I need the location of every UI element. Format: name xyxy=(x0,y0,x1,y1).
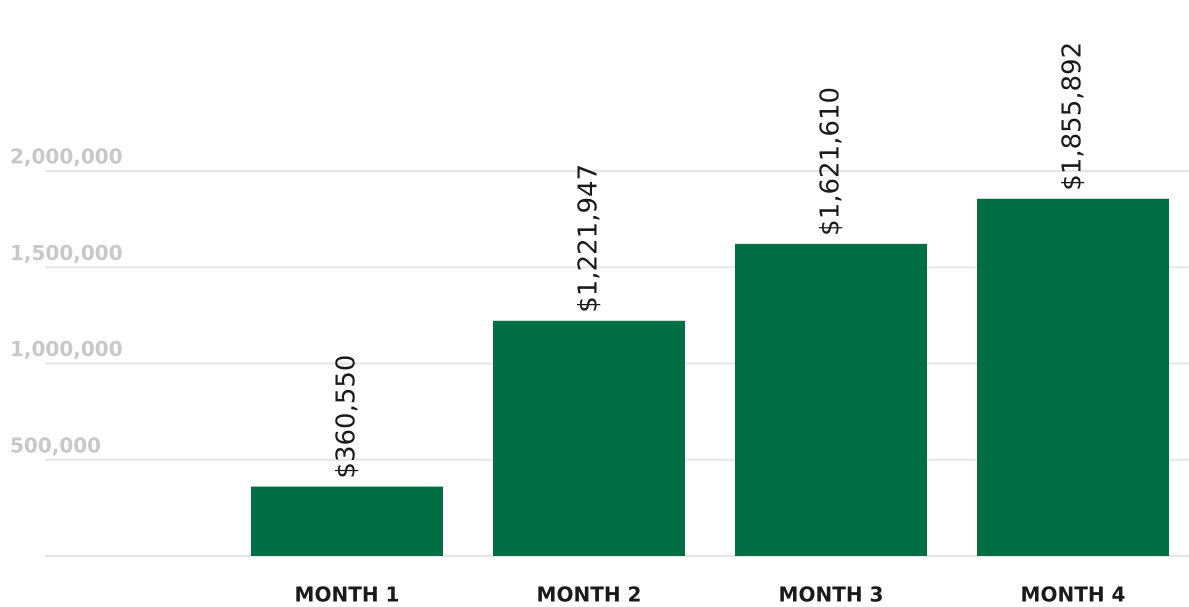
value-label: $360,550 xyxy=(332,355,362,479)
x-tick-label: MONTH 3 xyxy=(779,583,884,607)
bar xyxy=(977,198,1169,556)
y-tick-label: 1,500,000 xyxy=(10,241,123,265)
x-tick-label: MONTH 1 xyxy=(295,583,400,607)
value-label: $1,621,610 xyxy=(816,87,846,236)
y-tick-label: 1,000,000 xyxy=(10,337,123,361)
value-label: $1,221,947 xyxy=(574,164,604,313)
x-tick-label: MONTH 2 xyxy=(537,583,642,607)
bar xyxy=(735,243,927,556)
y-tick-label: 2,000,000 xyxy=(10,145,123,169)
y-tick-label: 500,000 xyxy=(10,433,101,457)
value-label: $1,855,892 xyxy=(1058,42,1088,191)
x-tick-label: MONTH 4 xyxy=(1021,583,1126,607)
bar xyxy=(251,486,443,556)
bar xyxy=(493,320,685,556)
